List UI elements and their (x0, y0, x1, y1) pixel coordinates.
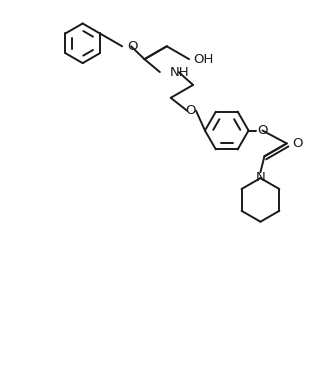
Text: O: O (258, 124, 268, 137)
Text: O: O (185, 104, 195, 117)
Text: O: O (127, 40, 138, 53)
Text: OH: OH (193, 53, 213, 66)
Text: O: O (293, 137, 303, 150)
Text: N: N (256, 171, 265, 184)
Text: NH: NH (170, 66, 189, 79)
